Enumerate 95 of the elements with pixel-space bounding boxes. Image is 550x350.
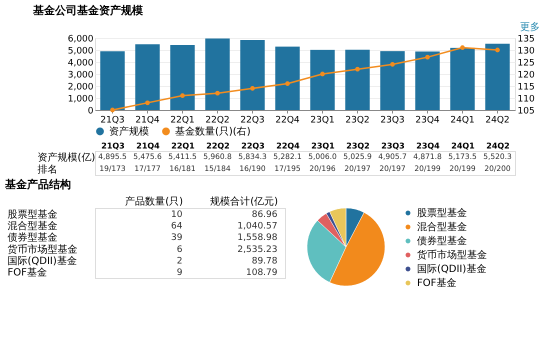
x-tick-label: 22Q2 xyxy=(205,116,230,126)
text: 基金产品结构 xyxy=(4,178,71,191)
category-label: 22Q1 xyxy=(171,142,195,150)
point xyxy=(145,100,150,106)
bar xyxy=(415,52,440,110)
legend-label: 国际(QDII)基金 xyxy=(417,263,486,275)
data-label: 89.78 xyxy=(252,256,278,266)
category-label: 22Q3 xyxy=(241,142,265,150)
point xyxy=(495,48,500,52)
x-tick-label: 23Q4 xyxy=(415,116,440,126)
legend-label: 混合型基金 xyxy=(417,221,467,233)
data-label: 6 xyxy=(176,244,183,255)
data-label: 1,040.57 xyxy=(237,222,278,232)
text: 产品数量(只) xyxy=(125,196,184,208)
x-tick-label: 23Q1 xyxy=(310,116,335,126)
category-label: 23Q2 xyxy=(346,142,370,150)
x-tick-label: 22Q3 xyxy=(240,116,265,126)
bar xyxy=(485,44,510,110)
bar xyxy=(275,46,300,110)
y-tick-label: 0 xyxy=(88,106,94,116)
category-label: 混合型基金 xyxy=(8,220,58,232)
bar xyxy=(205,38,230,110)
y2-tick-label: 110 xyxy=(518,94,535,104)
bar xyxy=(170,45,195,110)
y2-tick-label: 105 xyxy=(518,106,535,116)
point xyxy=(425,54,430,60)
legend-label: 股票型基金 xyxy=(417,207,467,219)
data-label: 1,558.98 xyxy=(237,233,278,244)
data-label: 39 xyxy=(171,233,183,244)
point xyxy=(215,90,220,96)
point xyxy=(460,45,465,50)
data-label: 9 xyxy=(176,268,183,278)
point xyxy=(110,108,115,112)
x-tick-label: 24Q1 xyxy=(450,116,475,126)
point xyxy=(180,93,185,98)
category-label: 23Q4 xyxy=(416,142,440,150)
y-tick-label: 1,000 xyxy=(68,94,94,104)
point xyxy=(250,86,255,91)
x-tick-label: 21Q3 xyxy=(100,116,125,126)
data-label: 64 xyxy=(171,222,183,232)
category-label: 23Q3 xyxy=(381,142,405,150)
point xyxy=(320,72,325,76)
y-tick-label: 3,000 xyxy=(68,70,94,80)
data-label: 2 xyxy=(176,256,182,266)
category-label: 22Q4 xyxy=(276,142,300,150)
x-tick-label: 22Q1 xyxy=(170,116,195,126)
y-tick-label: 2,000 xyxy=(68,82,94,92)
category-label: 23Q1 xyxy=(311,142,335,150)
text: 资产规模(亿) xyxy=(38,152,96,164)
data-label: 10 xyxy=(171,210,183,220)
y2-tick-label: 125 xyxy=(518,58,535,68)
point xyxy=(285,81,290,86)
bar xyxy=(380,51,405,110)
category-label: 24Q2 xyxy=(486,142,510,150)
category-label: 24Q1 xyxy=(451,142,475,150)
category-label: 货币市场型基金 xyxy=(8,243,78,256)
y2-tick-label: 120 xyxy=(518,70,535,80)
legend-label: 资产规模 xyxy=(109,125,149,138)
category-label: 国际(QDII)基金 xyxy=(8,255,77,267)
y-tick-label: 4,000 xyxy=(68,58,94,68)
text: 规模合计(亿元) xyxy=(210,196,278,208)
y2-tick-label: 115 xyxy=(518,82,535,92)
y2-tick-label: 130 xyxy=(518,46,535,56)
x-tick-label: 23Q2 xyxy=(345,116,370,126)
legend-label: 基金数量(只)(右) xyxy=(175,125,251,138)
bar xyxy=(450,48,475,110)
legend-label: 债券型基金 xyxy=(417,235,467,247)
x-tick-label: 23Q3 xyxy=(380,116,405,126)
y-tick-label: 6,000 xyxy=(68,34,94,44)
category-label: 21Q4 xyxy=(136,142,160,150)
bar xyxy=(310,50,335,110)
bar xyxy=(240,40,265,110)
text: 排名 xyxy=(38,164,58,176)
category-label: 股票型基金 xyxy=(8,208,58,220)
legend-label: 货币市场型基金 xyxy=(417,249,487,261)
point xyxy=(355,66,360,72)
y-tick-label: 5,000 xyxy=(68,46,94,56)
bar xyxy=(100,51,125,110)
bar xyxy=(135,44,160,110)
x-tick-label: 22Q4 xyxy=(275,116,300,126)
bar xyxy=(345,50,370,110)
category-label: 21Q3 xyxy=(101,142,125,150)
x-tick-label: 24Q2 xyxy=(485,116,510,126)
chart-title: 基金公司基金资产规模 xyxy=(32,4,144,17)
category-label: FOF基金 xyxy=(8,266,47,279)
data-label: 2,535.23 xyxy=(237,244,278,255)
y2-tick-label: 135 xyxy=(518,34,535,44)
legend-label: FOF基金 xyxy=(417,277,456,289)
text: 更多 xyxy=(520,21,540,33)
point xyxy=(390,62,395,67)
data-label: 86.96 xyxy=(252,210,278,220)
x-tick-label: 21Q4 xyxy=(135,116,160,126)
category-label: 22Q2 xyxy=(206,142,230,150)
data-label: 108.79 xyxy=(246,268,278,278)
category-label: 债券型基金 xyxy=(8,232,58,244)
